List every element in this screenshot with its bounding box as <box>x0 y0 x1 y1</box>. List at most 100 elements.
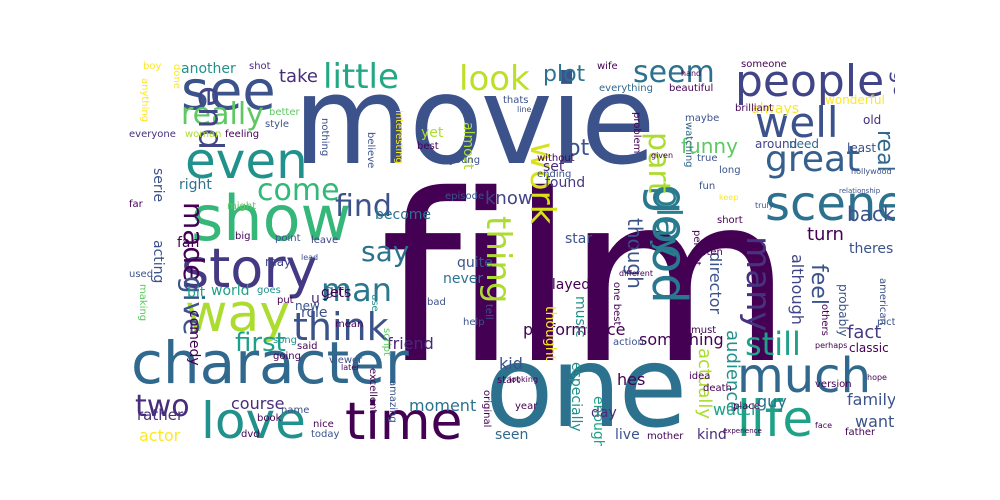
word-guy: guy <box>757 392 787 411</box>
word-take: take <box>279 66 318 87</box>
word-watch: watch <box>713 400 762 419</box>
word-nice: nice <box>313 419 334 430</box>
word-find: find <box>335 189 392 224</box>
word-book: book <box>257 413 282 424</box>
word-friend: friend <box>387 334 434 353</box>
word-hand: hand <box>681 69 702 78</box>
word-boy: boy <box>143 61 162 72</box>
word-leave: leave <box>311 235 339 246</box>
word-thought: thought <box>542 306 558 362</box>
word-back: back <box>847 202 895 226</box>
word-people: people <box>735 56 885 107</box>
word-interesting: interesting <box>393 110 404 164</box>
word-another: another <box>181 61 236 77</box>
word-come: come <box>257 173 340 208</box>
word-making: making <box>137 284 148 322</box>
word-want: want <box>855 412 895 431</box>
word-look: look <box>459 59 530 99</box>
word-wonderful: wonderful <box>825 93 885 107</box>
word-today: today <box>311 429 340 440</box>
word-music: music <box>572 296 588 338</box>
word-dvd: dvd <box>241 429 260 440</box>
word-real: real <box>872 130 895 172</box>
word-big: big <box>235 231 251 242</box>
word-character: character <box>131 329 409 397</box>
word-one-best: one best <box>611 282 622 326</box>
word-first: first <box>235 328 286 358</box>
word-place: place <box>733 401 760 412</box>
word-episode: episode <box>445 191 485 202</box>
word-role: role <box>301 305 328 321</box>
word-name: name <box>281 405 310 416</box>
word-start: start <box>497 375 521 386</box>
word-little: little <box>323 57 399 97</box>
word-least: least <box>847 141 877 155</box>
word-film: film <box>380 145 793 415</box>
word-girl: girl <box>325 283 348 299</box>
word-classic: classic <box>849 341 889 355</box>
word-two: two <box>135 389 190 424</box>
word-point: point <box>275 233 301 244</box>
word-short: short <box>717 215 743 226</box>
word-seem: seem <box>633 56 715 90</box>
word-used: used <box>129 269 154 280</box>
word-know: know <box>485 188 533 209</box>
word-someone: someone <box>741 59 787 70</box>
word-theres: theres <box>849 241 894 257</box>
word-fun: fun <box>699 181 716 192</box>
word-done: done <box>171 64 182 89</box>
word-love: love <box>201 392 306 446</box>
word-going: going <box>273 351 301 362</box>
word-old: old <box>863 113 882 127</box>
word-original: original <box>481 390 492 428</box>
word-together: together <box>619 241 654 250</box>
word-fan: fan <box>177 235 200 251</box>
word-far: far <box>129 199 143 210</box>
word-idea: idea <box>689 371 711 382</box>
word-feel: feel <box>806 264 831 305</box>
word-true: true <box>697 153 718 164</box>
word-comedy: comedy <box>186 310 202 366</box>
word-movie: movie <box>293 56 656 192</box>
word-new: new <box>295 299 320 313</box>
word-must: must <box>691 325 717 336</box>
word-still: still <box>745 325 801 363</box>
word-long: long <box>719 165 741 176</box>
word-without: without <box>537 153 575 164</box>
word-become: become <box>375 207 432 223</box>
word-around: around <box>755 137 798 151</box>
word-truly: truly <box>755 201 774 210</box>
word-lot: lot <box>561 136 590 161</box>
word-even: even <box>185 132 308 190</box>
word-scene: scene <box>765 176 895 232</box>
word-much: much <box>737 348 871 404</box>
word-something: something <box>639 330 724 349</box>
word-mother: mother <box>647 431 684 442</box>
word-death: death <box>703 383 732 394</box>
word-day: day <box>591 405 617 421</box>
word-may: may <box>265 255 292 269</box>
word-better: better <box>269 107 300 118</box>
word-quite: quite <box>457 255 493 271</box>
word-story: story <box>181 237 318 300</box>
word-cloud: film movie one character make show see s… <box>125 56 895 446</box>
word-though: though <box>623 218 647 289</box>
word-way: way <box>185 284 291 344</box>
word-played: played <box>543 277 591 293</box>
word-man: man <box>321 271 393 309</box>
word-best: best <box>417 141 439 152</box>
word-maybe: maybe <box>685 113 720 124</box>
word-experience: experience <box>723 427 762 435</box>
word-kind: kind <box>697 427 727 443</box>
word-viewer: viewer <box>329 355 363 366</box>
word-part: part <box>641 132 676 194</box>
word-play: play <box>648 186 688 258</box>
word-nothing: nothing <box>319 118 330 157</box>
word-use: use <box>369 294 380 312</box>
word-bad: bad <box>427 297 446 308</box>
word-acting: acting <box>150 240 166 284</box>
word-think: think <box>293 305 389 349</box>
word-always: always <box>751 101 800 117</box>
word-many: many <box>738 236 778 332</box>
word-song: song <box>273 335 298 346</box>
